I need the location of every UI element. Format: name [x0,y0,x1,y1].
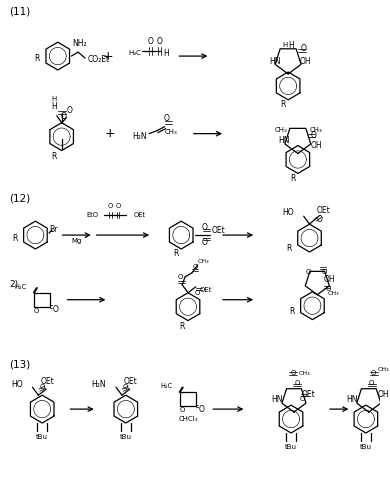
Text: Mg: Mg [71,238,82,244]
Text: tBu: tBu [360,444,372,450]
Text: O: O [369,380,374,386]
Text: H₂N: H₂N [92,380,106,389]
Text: HO: HO [282,208,294,216]
Text: O: O [157,36,163,46]
Text: CH₃: CH₃ [299,371,310,376]
Text: HO: HO [11,380,23,389]
Text: O: O [300,396,305,402]
Text: tBu: tBu [285,444,297,450]
Text: OEt: OEt [316,206,330,214]
Text: +: + [103,50,113,62]
Text: R: R [179,322,185,331]
Text: tBu: tBu [120,434,132,440]
Text: (12): (12) [9,194,30,203]
Text: HN: HN [272,394,283,404]
Text: +: + [105,127,115,140]
Text: CHCl₃: CHCl₃ [178,416,198,422]
Text: R: R [280,100,286,110]
Text: OEt: OEt [211,226,225,234]
Text: (11): (11) [9,6,30,16]
Text: CH₃: CH₃ [164,128,177,134]
Text: HN: HN [269,56,280,66]
Text: O: O [177,274,183,280]
Text: OEt: OEt [199,287,212,293]
Text: O: O [310,131,316,140]
Text: OEt: OEt [134,212,145,218]
Text: H: H [51,96,57,102]
Text: H: H [288,40,294,50]
Text: CH₃: CH₃ [198,260,209,264]
Text: O: O [321,269,327,275]
Text: O: O [202,238,207,246]
Text: R: R [289,307,295,316]
Text: OEt: OEt [302,390,316,398]
Text: O: O [115,203,121,209]
Text: O: O [316,214,322,224]
Text: H: H [283,42,288,48]
Text: H₃C: H₃C [128,50,141,56]
Text: R: R [174,250,179,258]
Text: O: O [34,308,39,314]
Text: OH: OH [300,56,312,66]
Text: O: O [306,269,311,275]
Text: R: R [34,54,39,62]
Text: H₂C: H₂C [14,284,27,290]
Text: H₂C: H₂C [160,383,172,389]
Text: O: O [164,114,170,123]
Text: Br: Br [50,224,58,234]
Text: CH₃: CH₃ [378,367,389,372]
Text: O: O [66,106,73,116]
Text: O: O [179,407,185,413]
Text: O: O [294,380,300,386]
Text: O: O [202,222,207,232]
Text: HN: HN [347,394,358,404]
Text: O: O [371,370,376,376]
Text: OH: OH [324,276,336,284]
Text: EtO: EtO [87,212,99,218]
Text: O: O [61,112,67,121]
Text: R: R [12,234,18,242]
Text: OH: OH [378,390,389,398]
Text: O: O [147,36,153,46]
Text: OEt: OEt [124,377,138,386]
Text: O: O [39,384,45,390]
Text: O: O [108,203,113,209]
Text: CH₃: CH₃ [310,126,322,132]
Text: R: R [287,244,292,252]
Text: O: O [290,370,296,376]
Text: CH₃: CH₃ [275,126,287,132]
Text: H₂N: H₂N [132,132,147,141]
Text: O: O [53,305,59,314]
Text: R: R [290,174,296,183]
Text: OH: OH [310,141,322,150]
Text: NH₂: NH₂ [72,38,87,48]
Text: R: R [51,152,57,161]
Text: O: O [199,404,205,413]
Text: (13): (13) [9,360,30,370]
Text: O: O [193,264,199,270]
Text: OEt: OEt [40,377,54,386]
Text: 2): 2) [9,280,18,289]
Text: H: H [163,48,168,58]
Text: O: O [195,290,200,296]
Text: H: H [51,102,57,112]
Text: CH₃: CH₃ [328,292,340,296]
Text: O: O [325,286,331,292]
Text: O: O [123,384,128,390]
Text: HN: HN [278,136,290,145]
Text: O: O [301,44,307,52]
Text: CO₂Et: CO₂Et [87,54,110,64]
Text: tBu: tBu [36,434,48,440]
